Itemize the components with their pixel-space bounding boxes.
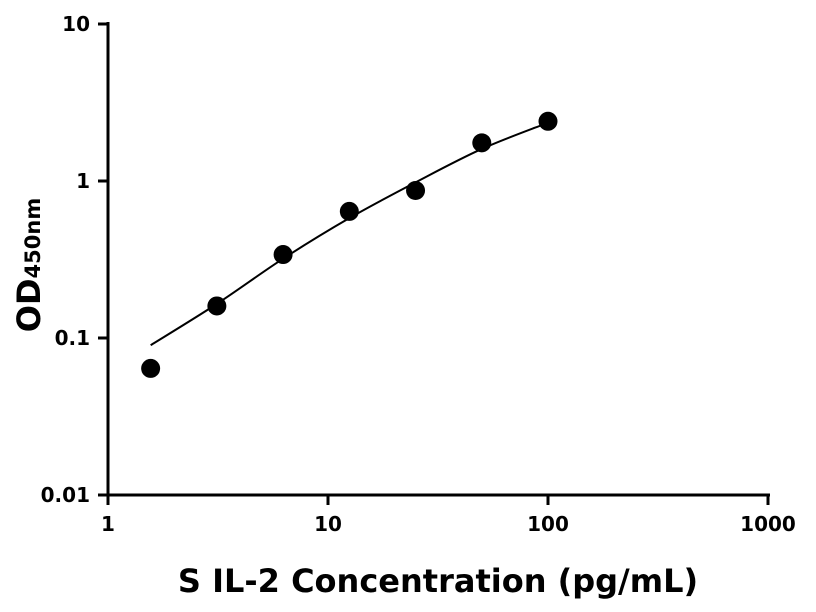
y-tick-label: 10 — [62, 12, 90, 36]
data-point — [141, 358, 161, 378]
y-axis-title: OD450nm — [10, 198, 48, 332]
data-point — [207, 296, 227, 316]
y-tick-label: 1 — [76, 169, 90, 193]
y-tick-label: 0.1 — [55, 326, 90, 350]
y-axis-title-main: OD — [10, 278, 48, 332]
x-tick-label: 10 — [314, 512, 342, 536]
y-tick-label: 0.01 — [41, 483, 90, 507]
ticks: 1 10 100 1000 0.01 0.1 1 10 — [41, 12, 796, 536]
data-point — [538, 111, 558, 131]
x-tick-label: 100 — [527, 512, 569, 536]
data-point — [472, 133, 492, 153]
data-point — [406, 180, 426, 200]
axes — [106, 22, 770, 497]
y-axis-title-subscript: 450nm — [21, 198, 45, 279]
x-tick-label: 1 — [101, 512, 115, 536]
x-tick-label: 1000 — [740, 512, 796, 536]
data-points — [141, 111, 558, 378]
x-axis-title: S IL-2 Concentration (pg/mL) — [178, 562, 698, 600]
data-point — [273, 245, 293, 265]
data-point — [339, 201, 359, 221]
